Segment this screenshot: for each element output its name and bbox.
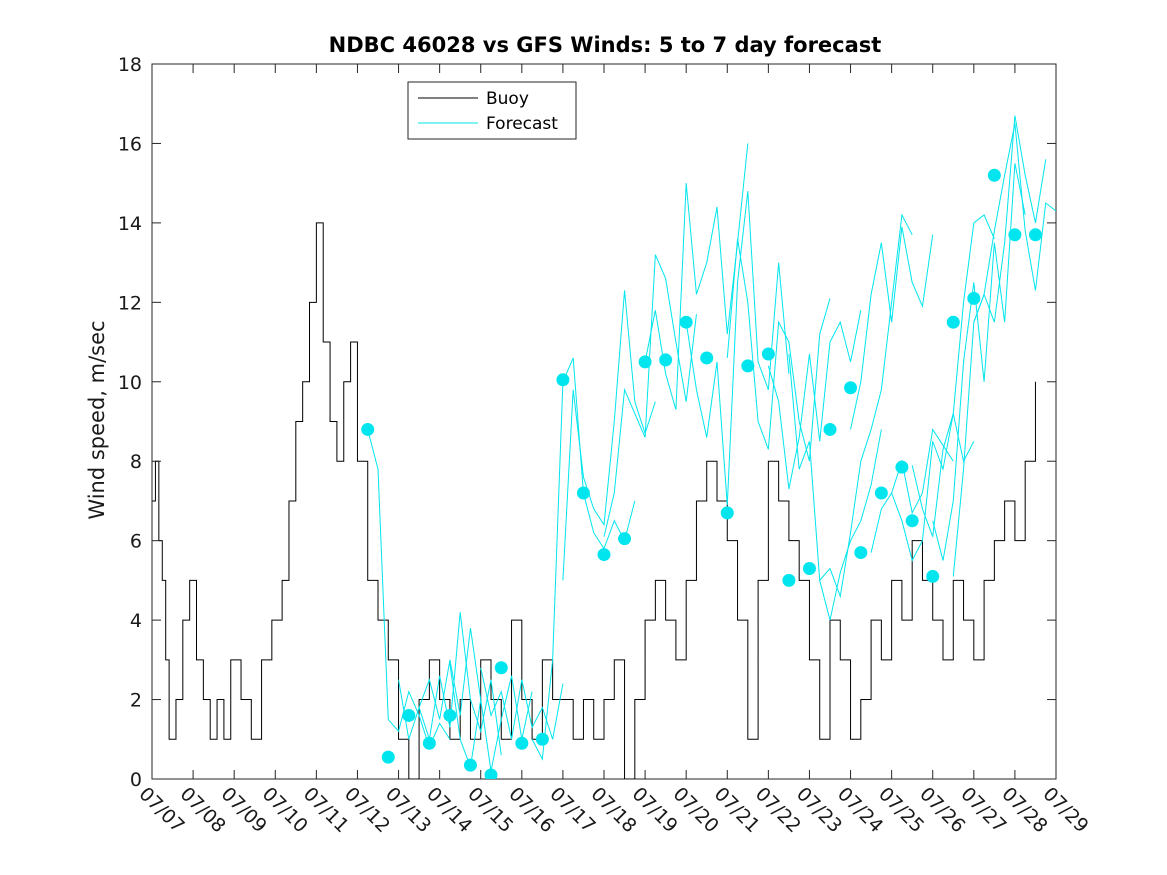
forecast-marker	[895, 460, 909, 474]
y-tick-label: 14	[118, 213, 142, 235]
forecast-marker	[802, 561, 816, 575]
forecast-marker	[597, 548, 611, 562]
y-tick-label: 0	[130, 769, 142, 791]
y-tick-label: 6	[130, 531, 142, 553]
y-axis-label: Wind speed, m/sec	[85, 320, 109, 519]
forecast-run-7	[603, 254, 697, 537]
plot-area	[151, 63, 1057, 780]
legend-label-buoy: Buoy	[486, 89, 529, 109]
forecast-marker	[361, 422, 375, 436]
forecast-marker	[761, 347, 775, 361]
forecast-run-12	[788, 353, 882, 621]
forecast-marker	[987, 168, 1001, 182]
forecast-run-6	[562, 290, 656, 581]
forecast-marker	[1028, 228, 1042, 242]
forecast-marker	[720, 506, 734, 520]
y-tick-label: 4	[130, 610, 142, 632]
forecast-marker	[576, 486, 590, 500]
forecast-run-14	[850, 226, 934, 430]
legend: Buoy Forecast	[407, 81, 577, 140]
y-tick-label: 10	[118, 372, 142, 394]
forecast-marker	[926, 569, 940, 583]
forecast-run-19	[952, 115, 1047, 577]
forecast-marker	[679, 315, 693, 329]
forecast-run-9	[685, 191, 790, 505]
forecast-marker	[463, 758, 477, 772]
forecast-run-15	[870, 428, 954, 553]
forecast-run-18	[932, 163, 1026, 561]
forecast-marker	[422, 736, 436, 750]
y-tick-label: 2	[130, 690, 142, 712]
forecast-marker	[823, 422, 837, 436]
forecast-marker	[741, 359, 755, 373]
forecast-run-8	[644, 143, 749, 410]
forecast-marker	[381, 750, 395, 764]
forecast-run-1	[398, 627, 482, 740]
forecast-marker	[484, 768, 498, 779]
forecast-marker	[494, 661, 508, 675]
forecast-marker	[946, 315, 960, 329]
plot-content	[152, 115, 1056, 779]
forecast-marker	[844, 381, 858, 395]
forecast-marker	[638, 355, 652, 369]
forecast-marker	[905, 514, 919, 528]
forecast-run-17	[911, 214, 995, 537]
forecast-marker	[402, 708, 416, 722]
forecast-marker	[556, 373, 570, 387]
forecast-run-13	[819, 213, 913, 599]
forecast-marker	[618, 532, 632, 546]
forecast-marker	[443, 708, 457, 722]
forecast-run-4	[480, 667, 564, 740]
forecast-marker	[967, 291, 981, 305]
y-tick-label: 18	[118, 54, 142, 76]
forecast-marker	[782, 573, 796, 587]
forecast-run-2	[418, 612, 502, 756]
chart-title: NDBC 46028 vs GFS Winds: 5 to 7 day fore…	[329, 33, 882, 57]
forecast-marker	[1008, 228, 1022, 242]
forecast-marker	[515, 736, 529, 750]
forecast-run-11	[767, 310, 862, 490]
forecast-marker	[700, 351, 714, 365]
forecast-run-16	[891, 413, 975, 562]
legend-label-forecast: Forecast	[486, 114, 558, 134]
forecast-marker	[854, 546, 868, 560]
series-buoy	[152, 222, 1036, 779]
forecast-run-20	[973, 123, 1056, 323]
forecast-marker	[535, 732, 549, 746]
y-tick-label: 16	[118, 133, 142, 155]
legend-box	[407, 81, 577, 140]
forecast-marker	[659, 353, 673, 367]
forecast-run-10	[726, 238, 831, 462]
forecast-run-0	[367, 429, 451, 749]
y-tick-label: 8	[130, 451, 142, 473]
forecast-marker	[874, 486, 888, 500]
y-tick-label: 12	[118, 292, 142, 314]
